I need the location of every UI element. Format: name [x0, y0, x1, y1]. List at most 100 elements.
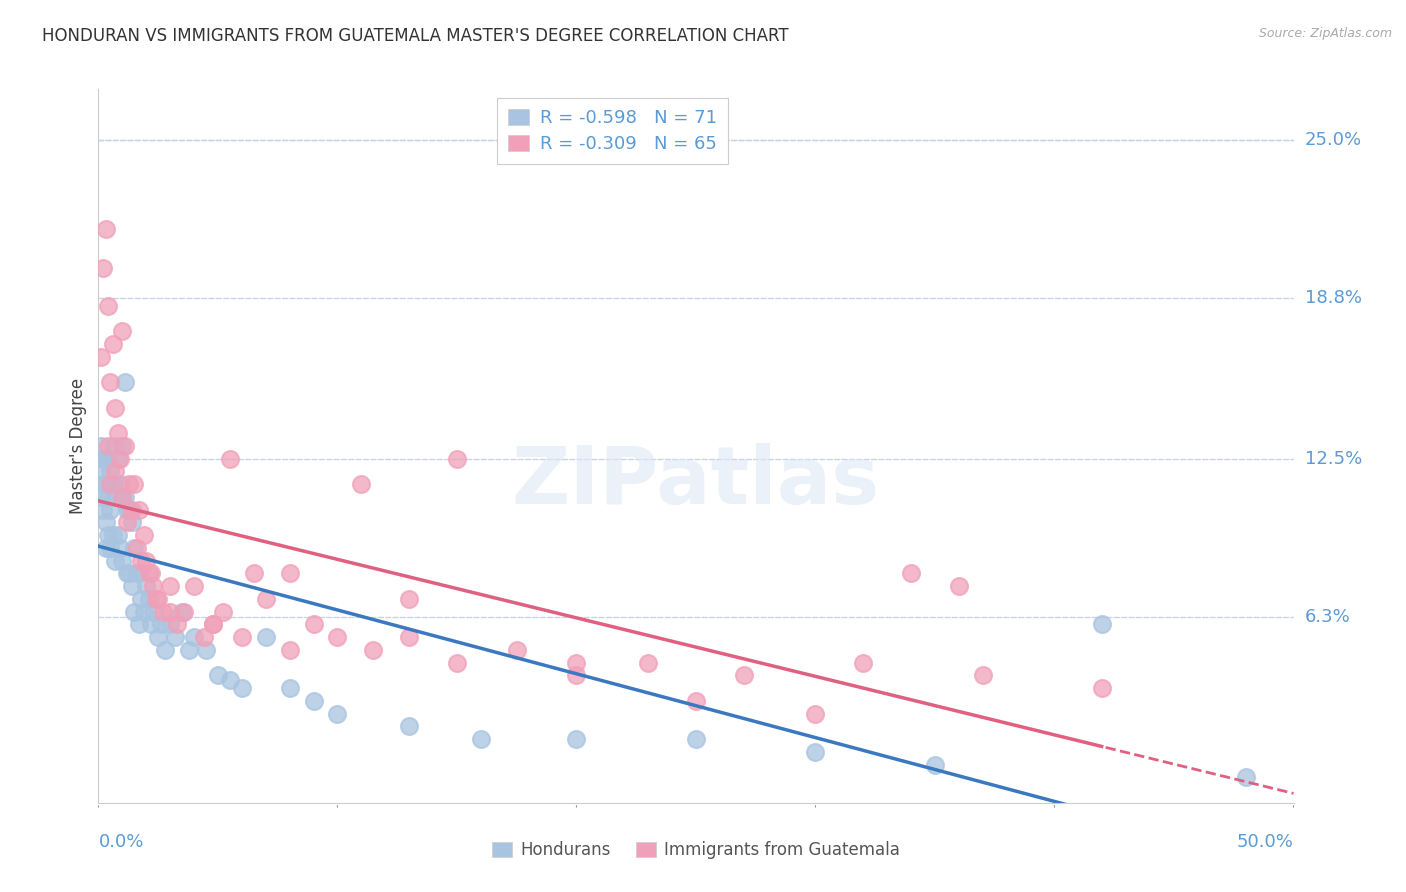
Point: [148, 591, 170, 606]
Point: [132, 528, 155, 542]
Point: [121, 516, 143, 530]
Point: [302, 617, 325, 632]
Point: [101, 477, 124, 491]
Point: [350, 477, 373, 491]
Point: [111, 324, 134, 338]
Point: [111, 554, 134, 568]
Point: [97, 490, 120, 504]
Point: [111, 439, 134, 453]
Point: [163, 630, 186, 644]
Point: [125, 541, 148, 555]
Point: [121, 502, 143, 516]
Point: [124, 477, 146, 491]
Point: [118, 477, 141, 491]
Point: [97, 439, 120, 453]
Point: [91, 477, 114, 491]
Point: [159, 579, 181, 593]
Point: [278, 566, 301, 581]
Point: [446, 656, 468, 670]
Point: [104, 554, 127, 568]
Point: [243, 566, 266, 581]
Point: [98, 502, 122, 516]
Point: [94, 516, 117, 530]
Point: [91, 502, 114, 516]
Point: [94, 541, 117, 555]
Point: [637, 656, 659, 670]
Point: [125, 566, 148, 581]
Point: [118, 502, 141, 516]
Point: [565, 656, 588, 670]
Point: [139, 617, 162, 632]
Point: [114, 439, 136, 453]
Text: HONDURAN VS IMMIGRANTS FROM GUATEMALA MASTER'S DEGREE CORRELATION CHART: HONDURAN VS IMMIGRANTS FROM GUATEMALA MA…: [42, 27, 789, 45]
Point: [90, 465, 112, 479]
Point: [207, 668, 229, 682]
Point: [152, 605, 174, 619]
Point: [108, 451, 131, 466]
Point: [202, 617, 225, 632]
Point: [94, 477, 117, 491]
Point: [1091, 681, 1114, 695]
Point: [97, 528, 120, 542]
Point: [121, 579, 143, 593]
Point: [114, 376, 136, 390]
Point: [94, 451, 117, 466]
Point: [194, 643, 217, 657]
Point: [107, 451, 129, 466]
Point: [128, 566, 150, 581]
Point: [111, 490, 134, 504]
Point: [91, 451, 114, 466]
Point: [948, 579, 970, 593]
Point: [124, 541, 146, 555]
Point: [183, 579, 205, 593]
Point: [104, 439, 127, 453]
Point: [278, 643, 301, 657]
Text: 0.0%: 0.0%: [98, 833, 143, 851]
Point: [115, 516, 138, 530]
Point: [1091, 617, 1114, 632]
Point: [128, 502, 150, 516]
Text: 18.8%: 18.8%: [1305, 289, 1361, 307]
Point: [135, 554, 157, 568]
Point: [131, 591, 153, 606]
Point: [138, 591, 160, 606]
Point: [278, 681, 301, 695]
Point: [115, 566, 138, 581]
Legend: Hondurans, Immigrants from Guatemala: Hondurans, Immigrants from Guatemala: [485, 835, 907, 866]
Point: [139, 566, 162, 581]
Point: [172, 605, 194, 619]
Point: [183, 630, 205, 644]
Point: [446, 451, 468, 466]
Y-axis label: Master's Degree: Master's Degree: [69, 378, 87, 514]
Point: [149, 617, 172, 632]
Point: [128, 617, 150, 632]
Point: [91, 260, 114, 275]
Point: [1234, 770, 1257, 784]
Point: [124, 605, 146, 619]
Point: [97, 451, 120, 466]
Point: [506, 643, 529, 657]
Point: [107, 528, 129, 542]
Point: [804, 745, 827, 759]
Point: [159, 617, 181, 632]
Point: [115, 502, 138, 516]
Point: [94, 222, 117, 236]
Text: 50.0%: 50.0%: [1237, 833, 1294, 851]
Point: [470, 732, 492, 747]
Point: [131, 554, 153, 568]
Point: [685, 732, 707, 747]
Text: ZIPatlas: ZIPatlas: [512, 442, 880, 521]
Point: [101, 337, 124, 351]
Point: [254, 630, 277, 644]
Point: [108, 477, 131, 491]
Point: [135, 579, 157, 593]
Point: [98, 465, 122, 479]
Point: [166, 617, 188, 632]
Point: [398, 591, 420, 606]
Point: [173, 605, 195, 619]
Point: [363, 643, 385, 657]
Point: [900, 566, 922, 581]
Point: [101, 528, 124, 542]
Point: [142, 579, 165, 593]
Point: [972, 668, 994, 682]
